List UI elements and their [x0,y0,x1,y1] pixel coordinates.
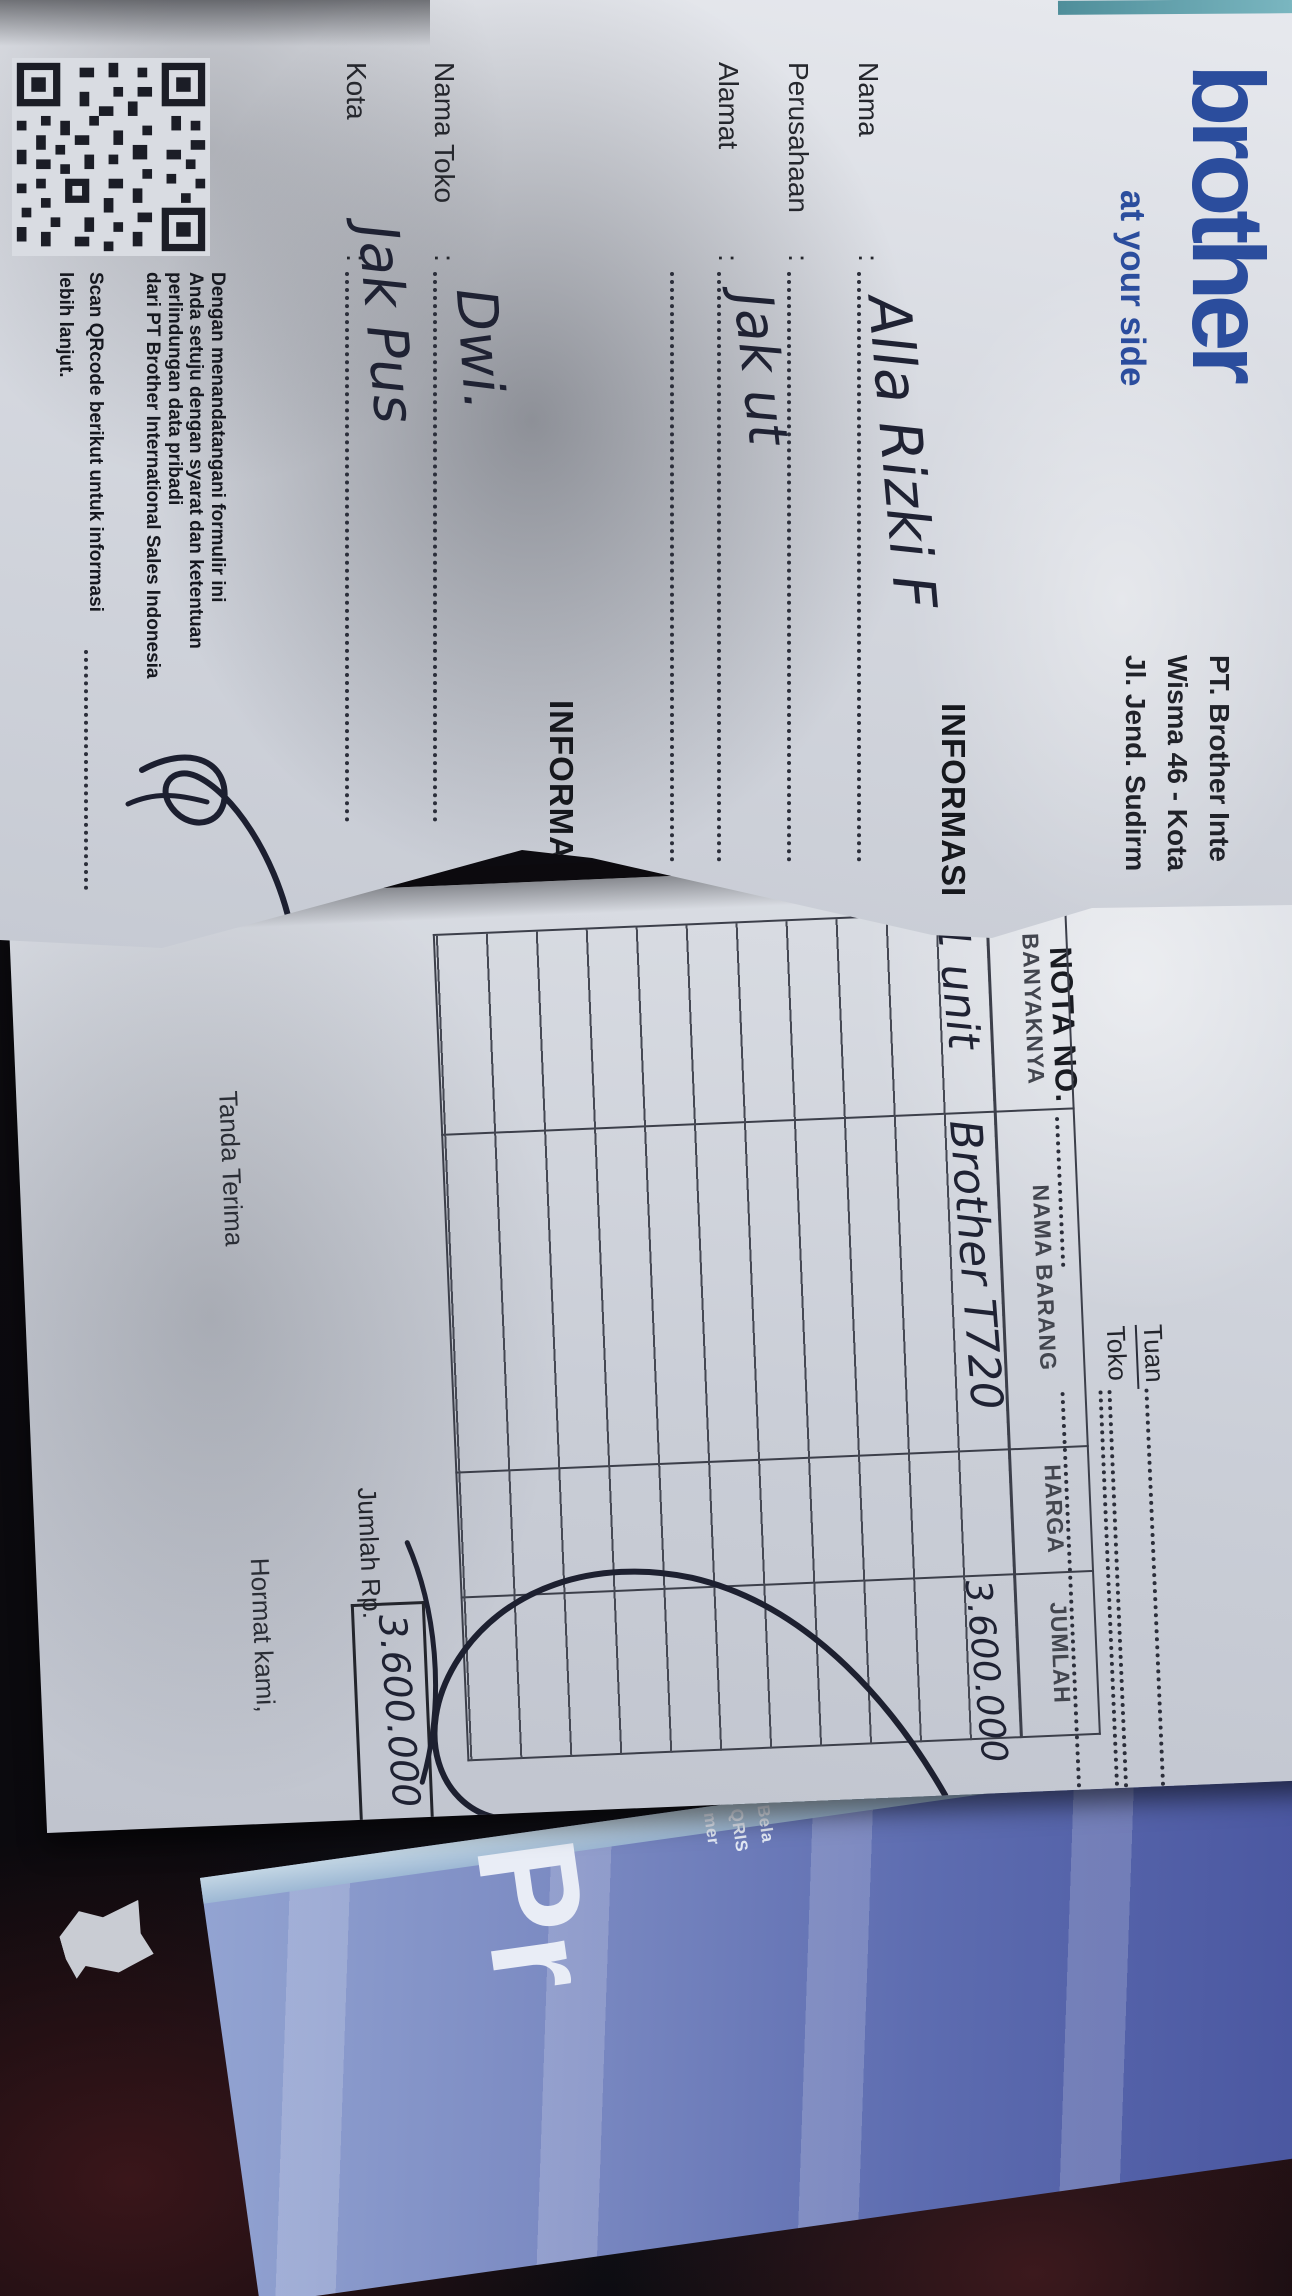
brand-tagline: at your side [1113,190,1152,387]
consent-line: dari PT Brother International Sales Indo… [142,272,164,679]
field-kota: Kota : [340,62,372,822]
scan-qr-text: Scan QRcode berikut untuk informasi [85,272,106,612]
field-nama-toko: Nama Toko : [428,62,460,822]
tuan-label: Tuan [1137,1323,1171,1384]
small-signature [122,742,302,932]
consent-line: Dengan menandatangani formulir ini [207,272,228,603]
table-surface-sliver [1057,0,1292,15]
col-header-harga: HARGA [1039,1463,1070,1555]
consent-text: Dengan menandatangani formulir ini Anda … [142,272,228,678]
address-line: PT. Brother Inte [1204,655,1235,862]
scan-dotted-line [84,650,88,890]
field-dotted-line [433,272,437,822]
torn-paper-tab [54,1895,156,1986]
edge-shadow [0,0,430,46]
large-signature [404,1540,949,1821]
field-label: Nama [853,62,884,137]
address-line: Wisma 46 - Kota [1162,655,1193,872]
nota-no-dotted-line [1054,1117,1066,1268]
col-header-banyaknya: BANYAKNYA [1017,932,1050,1086]
tanda-terima-label: Tanda Terima [213,1090,250,1247]
field-label: Alamat [713,62,744,150]
hormat-kami-label: Hormat kami, [244,1557,282,1713]
field-label: Perusahaan [783,62,814,214]
field-dotted-line [717,272,721,862]
section-title-informasi: INFORMASI [935,703,972,898]
section-title-informa: INFORMA [543,700,580,861]
consent-line: perlindungan data pribadi [164,272,185,506]
brother-logo: brother [1171,64,1285,379]
field-alamat: Alamat : [712,62,744,862]
brochure-title-fragment: Pr [446,1829,624,2002]
field-perusahaan: Perusahaan : [782,62,814,862]
consent-line: Anda setuju dengan syarat dan ketentuan [185,272,207,649]
field-extra-line [665,62,674,862]
field-label: Kota [341,62,372,120]
nama-toko-handwriting: Dwi. [442,285,517,413]
form-cover-sheet: brother at your side PT. Brother Inte Wi… [0,0,1292,948]
field-label: Nama Toko [429,62,460,204]
company-address: PT. Brother Inte Wisma 46 - Kota Jl. Jen… [1114,655,1240,945]
nota-slip-sheet: NOTA NO. Tuan Toko BANYAKNYA NAMA BARA [8,850,1292,1833]
address-line: Jl. Jend. Sudirm [1120,655,1151,872]
field-dotted-line [670,272,674,862]
field-colon: : [429,254,460,262]
field-colon: : [783,254,814,262]
field-dotted-line [345,272,349,822]
toko-label: Toko [1100,1325,1134,1382]
field-colon: : [853,254,884,262]
field-colon: : [713,254,744,262]
qr-code [12,58,210,256]
scan-qr-text-2: lebih lanjut. [55,272,76,378]
